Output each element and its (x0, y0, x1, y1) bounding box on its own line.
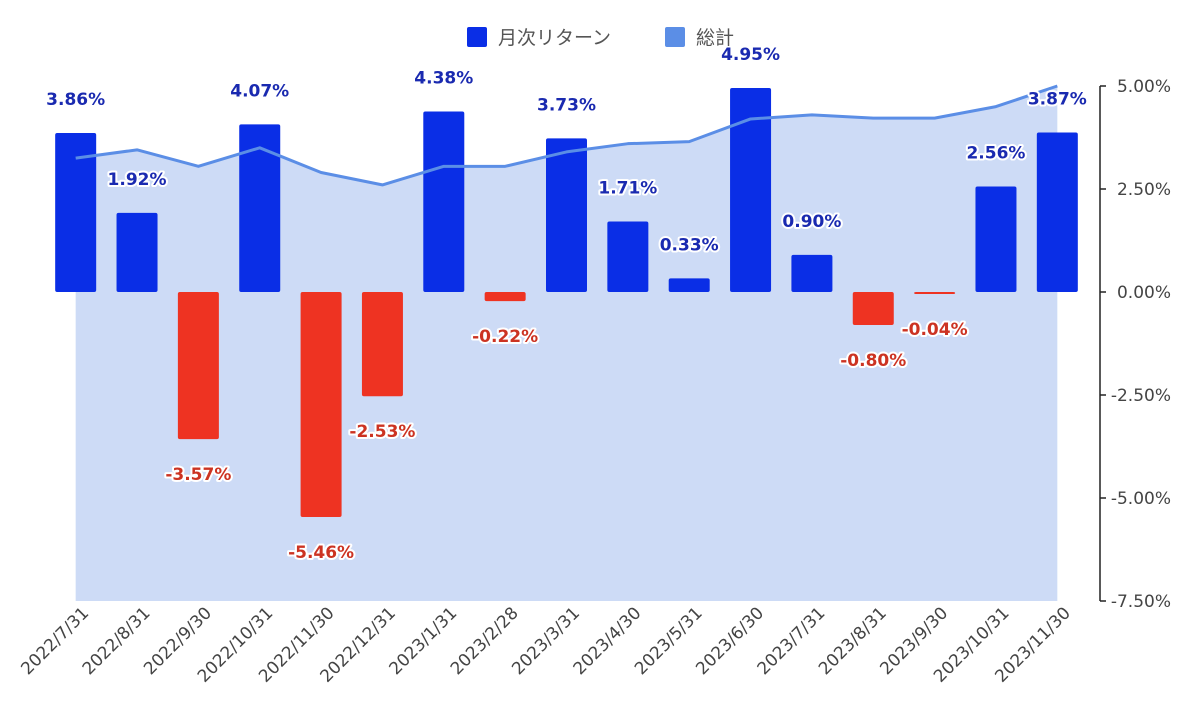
bar-2023-9-30 (914, 292, 956, 294)
data-label: 4.38% (414, 69, 473, 89)
y-tick-label: 5.00% (1117, 77, 1171, 97)
data-label: -0.22% (472, 327, 538, 347)
data-label: 1.92% (108, 170, 167, 190)
x-axis: 2022/7/312022/8/312022/9/302022/10/31202… (17, 603, 1074, 686)
bar-2022-12-31 (361, 292, 403, 397)
bar-2023-6-30 (730, 88, 772, 292)
bar-2023-1-31 (423, 111, 465, 292)
bar-2023-7-31 (791, 254, 833, 292)
y-tick-label: 0.00% (1117, 283, 1171, 303)
bar-2022-9-30 (177, 292, 219, 440)
bar-2023-4-30 (607, 221, 649, 292)
bar-2022-7-31 (55, 132, 97, 292)
bar-2023-2-28 (484, 292, 526, 302)
y-axis: 5.00% 2.50% 0.00% -2.50% -5.00% -7.50% (1099, 77, 1171, 612)
bar-2023-3-31 (546, 138, 587, 292)
data-label: -3.57% (165, 465, 231, 485)
data-label: 3.87% (1028, 90, 1087, 110)
total-line-layer (75, 84, 1058, 187)
legend: 月次リターン 総計 (467, 27, 734, 49)
bar-2023-5-31 (668, 278, 710, 292)
legend-label-monthly: 月次リターン (498, 27, 611, 49)
data-label: -0.04% (902, 320, 968, 340)
data-labels-layer: 3.86% 1.92% -3.57% 4.07% -5.46% -2.53% 4.38% -0… (44, 43, 1089, 565)
y-tick-label: 2.50% (1117, 180, 1171, 200)
bars-layer (55, 88, 1078, 517)
legend-swatch-total (665, 27, 685, 47)
y-tick-label: -7.50% (1111, 592, 1171, 612)
bar-2022-11-30 (300, 292, 342, 517)
bar-2022-10-31 (239, 124, 281, 292)
data-label: 4.07% (230, 81, 289, 101)
data-label: -0.80% (840, 351, 906, 371)
data-label: 1.71% (598, 179, 657, 199)
bar-2023-8-31 (852, 292, 894, 325)
data-label: 3.73% (537, 95, 596, 115)
bar-2022-8-31 (116, 212, 158, 292)
data-label: 4.95% (721, 45, 780, 65)
bar-2023-10-31 (975, 186, 1017, 292)
legend-swatch-monthly (467, 27, 487, 47)
data-label: 0.90% (782, 212, 841, 232)
data-label: 3.86% (46, 90, 105, 110)
legend-label-total: 総計 (696, 27, 734, 49)
data-label: 2.56% (966, 144, 1025, 164)
data-label: -2.53% (349, 422, 415, 442)
y-tick-label: -5.00% (1111, 489, 1171, 509)
data-label: -5.46% (288, 543, 354, 563)
y-tick-label: -2.50% (1111, 386, 1171, 406)
data-label: 0.33% (660, 235, 719, 255)
total-line (75, 84, 1058, 187)
bar-2023-11-30 (1036, 132, 1078, 292)
